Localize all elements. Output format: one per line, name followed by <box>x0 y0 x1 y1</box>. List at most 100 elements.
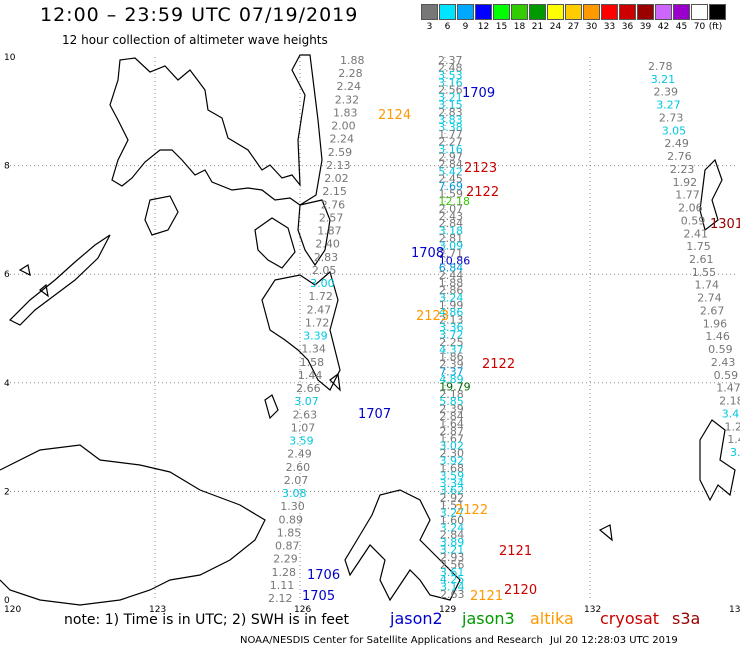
swh-value: 2.78 <box>648 60 673 73</box>
swh-value: 2.83 <box>314 251 339 264</box>
swh-value: 3.61 <box>440 566 465 579</box>
legend-label: 9 <box>462 22 469 32</box>
y-tick-label: 0 <box>4 596 10 606</box>
track-time-label: 2121 <box>470 589 503 604</box>
swh-value: 3.24 <box>440 521 465 534</box>
swh-value: 1.34 <box>301 343 326 356</box>
y-tick-label: 8 <box>4 162 10 172</box>
swh-value: 3.38 <box>438 121 463 134</box>
map-grid <box>10 57 735 600</box>
swh-value: 4.25 <box>440 573 465 586</box>
swh-value: 1.85 <box>277 526 302 539</box>
swh-value: 19.79 <box>439 380 471 393</box>
track-time-label: 2123 <box>464 161 497 176</box>
swh-value: 2.00 <box>331 120 356 133</box>
swh-value: 3.72 <box>439 328 464 341</box>
swh-value: 2.66 <box>296 382 321 395</box>
swh-value: 2.43 <box>439 210 464 223</box>
swh-value: 1.47 <box>716 382 740 395</box>
x-tick-label: 132 <box>584 605 601 615</box>
swh-value: 2.67 <box>700 305 725 318</box>
legend-label: 45 <box>675 22 688 32</box>
swh-value: 3.36 <box>439 321 464 334</box>
footer-credit: NOAA/NESDIS Center for Satellite Applica… <box>240 635 543 646</box>
swh-value: 2.32 <box>335 93 360 106</box>
track-time-label: 1705 <box>302 589 335 604</box>
swh-value: 2.18 <box>439 388 464 401</box>
satellite-altika: altika <box>530 609 574 628</box>
swh-value: 2.44 <box>439 269 464 282</box>
y-tick-label: 10 <box>4 53 16 63</box>
swh-value: 7.37 <box>439 366 464 379</box>
track-time-label: 2121 <box>499 544 532 559</box>
swh-value: 4.86 <box>439 306 464 319</box>
swh-value: 1.64 <box>439 417 464 430</box>
coastline-luzon <box>109 54 323 206</box>
swh-value: 2.07 <box>439 202 464 215</box>
track-time-label: 1708 <box>411 246 444 261</box>
swh-value: 1.77 <box>438 128 463 141</box>
coastline-samar <box>297 199 331 267</box>
swh-value: 3.53 <box>438 69 463 82</box>
coastline-small-islands <box>18 264 613 542</box>
coastline-visayas <box>254 217 296 269</box>
x-tick-label: 123 <box>149 605 166 615</box>
axis-ticks: 120 123 126 129 132 135 10 8 6 4 2 0 <box>4 53 740 615</box>
swh-value: 2.92 <box>440 492 465 505</box>
swh-value: 3.89 <box>440 536 465 549</box>
track-time-label: 2122 <box>466 185 499 200</box>
swh-value: 1.51 <box>440 499 465 512</box>
y-tick-label: 6 <box>4 270 10 280</box>
x-tick-label: 135 <box>729 605 740 615</box>
swh-value: 2.27 <box>438 136 463 149</box>
swh-value: 1.07 <box>291 421 316 434</box>
coastline <box>0 54 736 606</box>
swh-value: 0.59 <box>681 214 706 227</box>
swh-value: 3.45 <box>722 407 740 420</box>
swh-value: 3.27 <box>440 506 465 519</box>
swh-value: 3.62 <box>440 484 465 497</box>
swh-value: 1.44 <box>727 433 740 446</box>
legend-swatch <box>709 4 726 20</box>
swh-value: 1.75 <box>686 240 711 253</box>
coastline-mindanao <box>261 270 341 391</box>
swh-value: 5.85 <box>439 395 464 408</box>
swh-value: 3.59 <box>440 469 465 482</box>
swh-value: 2.84 <box>438 158 463 171</box>
swh-value: 1.30 <box>280 500 305 513</box>
swh-value: 0.89 <box>279 513 304 526</box>
swh-value: 1.60 <box>440 514 465 527</box>
legend-label: 30 <box>585 22 598 32</box>
legend-swatch <box>457 4 474 20</box>
swh-value: 12.18 <box>439 195 471 208</box>
x-tick-label: 129 <box>439 605 456 615</box>
swh-value: 6.84 <box>439 262 464 275</box>
legend-swatch <box>511 4 528 20</box>
legend-swatch <box>637 4 654 20</box>
swh-value: 1.74 <box>695 279 720 292</box>
legend-swatch <box>439 4 456 20</box>
swh-value: 2.28 <box>338 67 363 80</box>
swh-values: 1.882.282.242.321.832.002.242.592.132.02… <box>268 54 740 605</box>
swh-value: 3.15 <box>438 99 463 112</box>
swh-value: 3.07 <box>294 395 319 408</box>
swh-value: 2.76 <box>667 150 692 163</box>
swh-value: 2.13 <box>439 314 464 327</box>
track-time-label: 1301 <box>710 217 740 232</box>
swh-value: 2.57 <box>319 212 344 225</box>
legend-swatch <box>475 4 492 20</box>
swh-value: 2.15 <box>322 185 347 198</box>
legend-swatch <box>691 4 708 20</box>
swh-value: 1.99 <box>439 299 464 312</box>
swh-value: 0.59 <box>708 343 733 356</box>
swh-value: 2.83 <box>438 106 463 119</box>
swh-value: 3.83 <box>438 113 463 126</box>
swh-value: 2.25 <box>439 336 464 349</box>
track-time-label: 2124 <box>378 108 411 123</box>
legend-swatch <box>601 4 618 20</box>
y-tick-label: 2 <box>4 487 10 497</box>
map-title: 12:00 – 23:59 UTC 07/19/2019 <box>40 4 359 26</box>
swh-value: 2.84 <box>439 410 464 423</box>
track-time-label: 2122 <box>455 503 488 518</box>
swh-value: 1.68 <box>440 462 465 475</box>
